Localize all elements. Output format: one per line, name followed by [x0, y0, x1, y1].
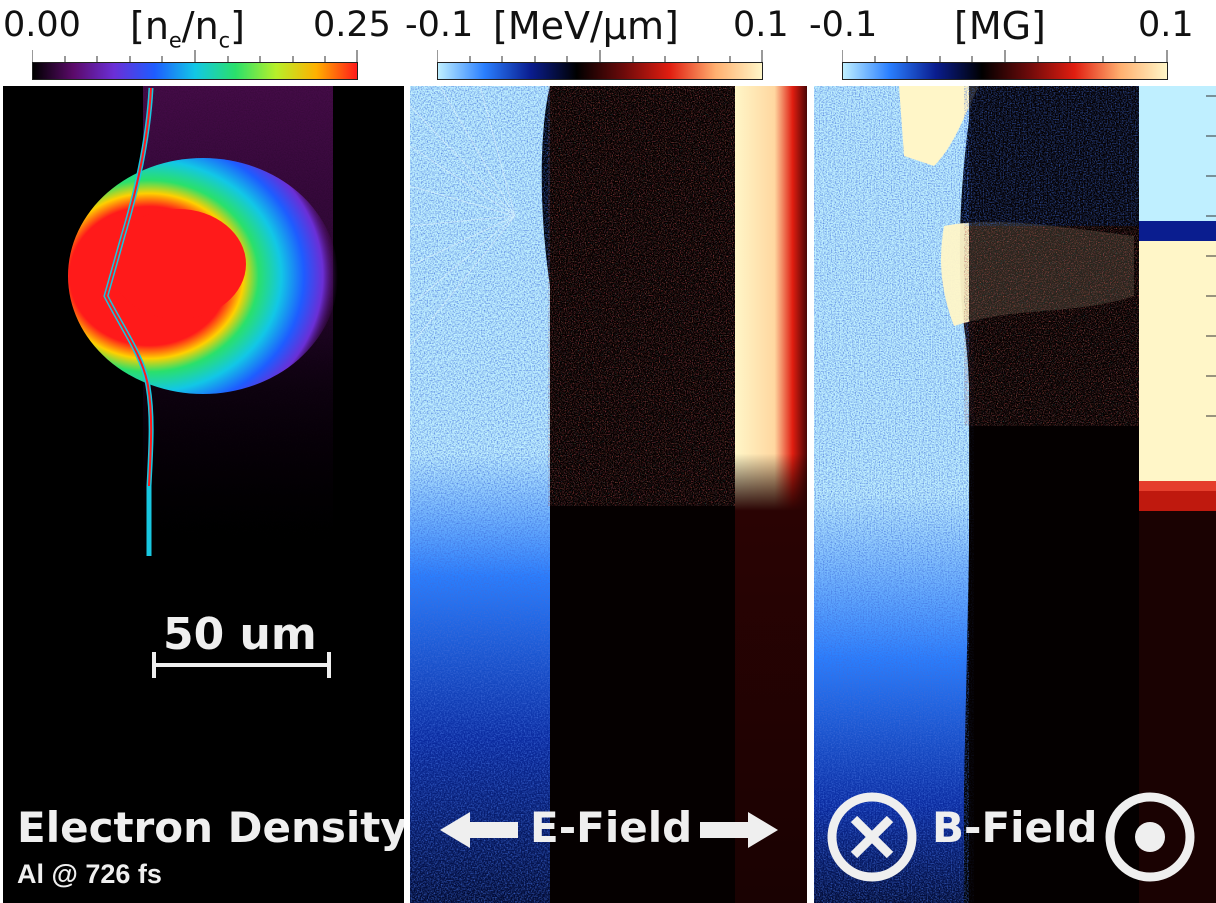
b-field-plot: [814, 86, 1216, 903]
e-field-panel: E-Field: [410, 86, 807, 903]
b-field-panel: B-Field: [814, 86, 1216, 903]
colorbar-unit: [MeV/μm]: [493, 4, 679, 48]
simulation-time-label: Al @ 726 fs: [17, 859, 162, 889]
colorbar-gradient: [32, 62, 358, 80]
unit-prefix: [n: [130, 4, 169, 48]
unit-subscript-e: e: [168, 28, 182, 53]
colorbar-unit: [MG]: [954, 4, 1046, 48]
panel-caption: B-Field: [932, 803, 1098, 852]
colorbar-unit: [ne/nc]: [130, 2, 245, 65]
colorbar-max-label: 0.25: [313, 5, 391, 45]
right-axis-ticks: [1206, 95, 1216, 417]
e-field-plot: [410, 86, 807, 903]
colorbar-ticks: [842, 50, 1168, 62]
scale-bar: [152, 652, 331, 678]
colorbar-gradient: [437, 62, 763, 80]
scale-bar-label: 50 um: [163, 609, 317, 660]
arrow-right-icon: [700, 812, 778, 848]
colorbar-min-label: -0.1: [809, 5, 878, 45]
colorbar-min-label: 0.00: [3, 5, 81, 45]
into-page-icon: [827, 792, 917, 882]
electron-density-panel: 50 um Electron Density Al @ 726 fs: [3, 86, 404, 903]
colorbar-gradient: [842, 62, 1168, 80]
panel-caption: E-Field: [530, 803, 693, 852]
colorbar-min-label: -0.1: [405, 5, 474, 45]
colorbar-max-label: 0.1: [1138, 5, 1194, 45]
colorbar-ticks: [32, 50, 358, 62]
unit-suffix: ]: [230, 4, 245, 48]
arrow-left-icon: [440, 812, 518, 848]
out-of-page-icon: [1105, 792, 1195, 882]
colorbar-max-label: 0.1: [733, 5, 789, 45]
unit-mid: /n: [181, 4, 219, 48]
unit-subscript-c: c: [218, 28, 231, 53]
radiation-streaks: [410, 86, 516, 347]
electron-density-plot: [3, 86, 404, 903]
panel-caption: Electron Density: [17, 803, 404, 852]
colorbar-ticks: [437, 50, 763, 62]
